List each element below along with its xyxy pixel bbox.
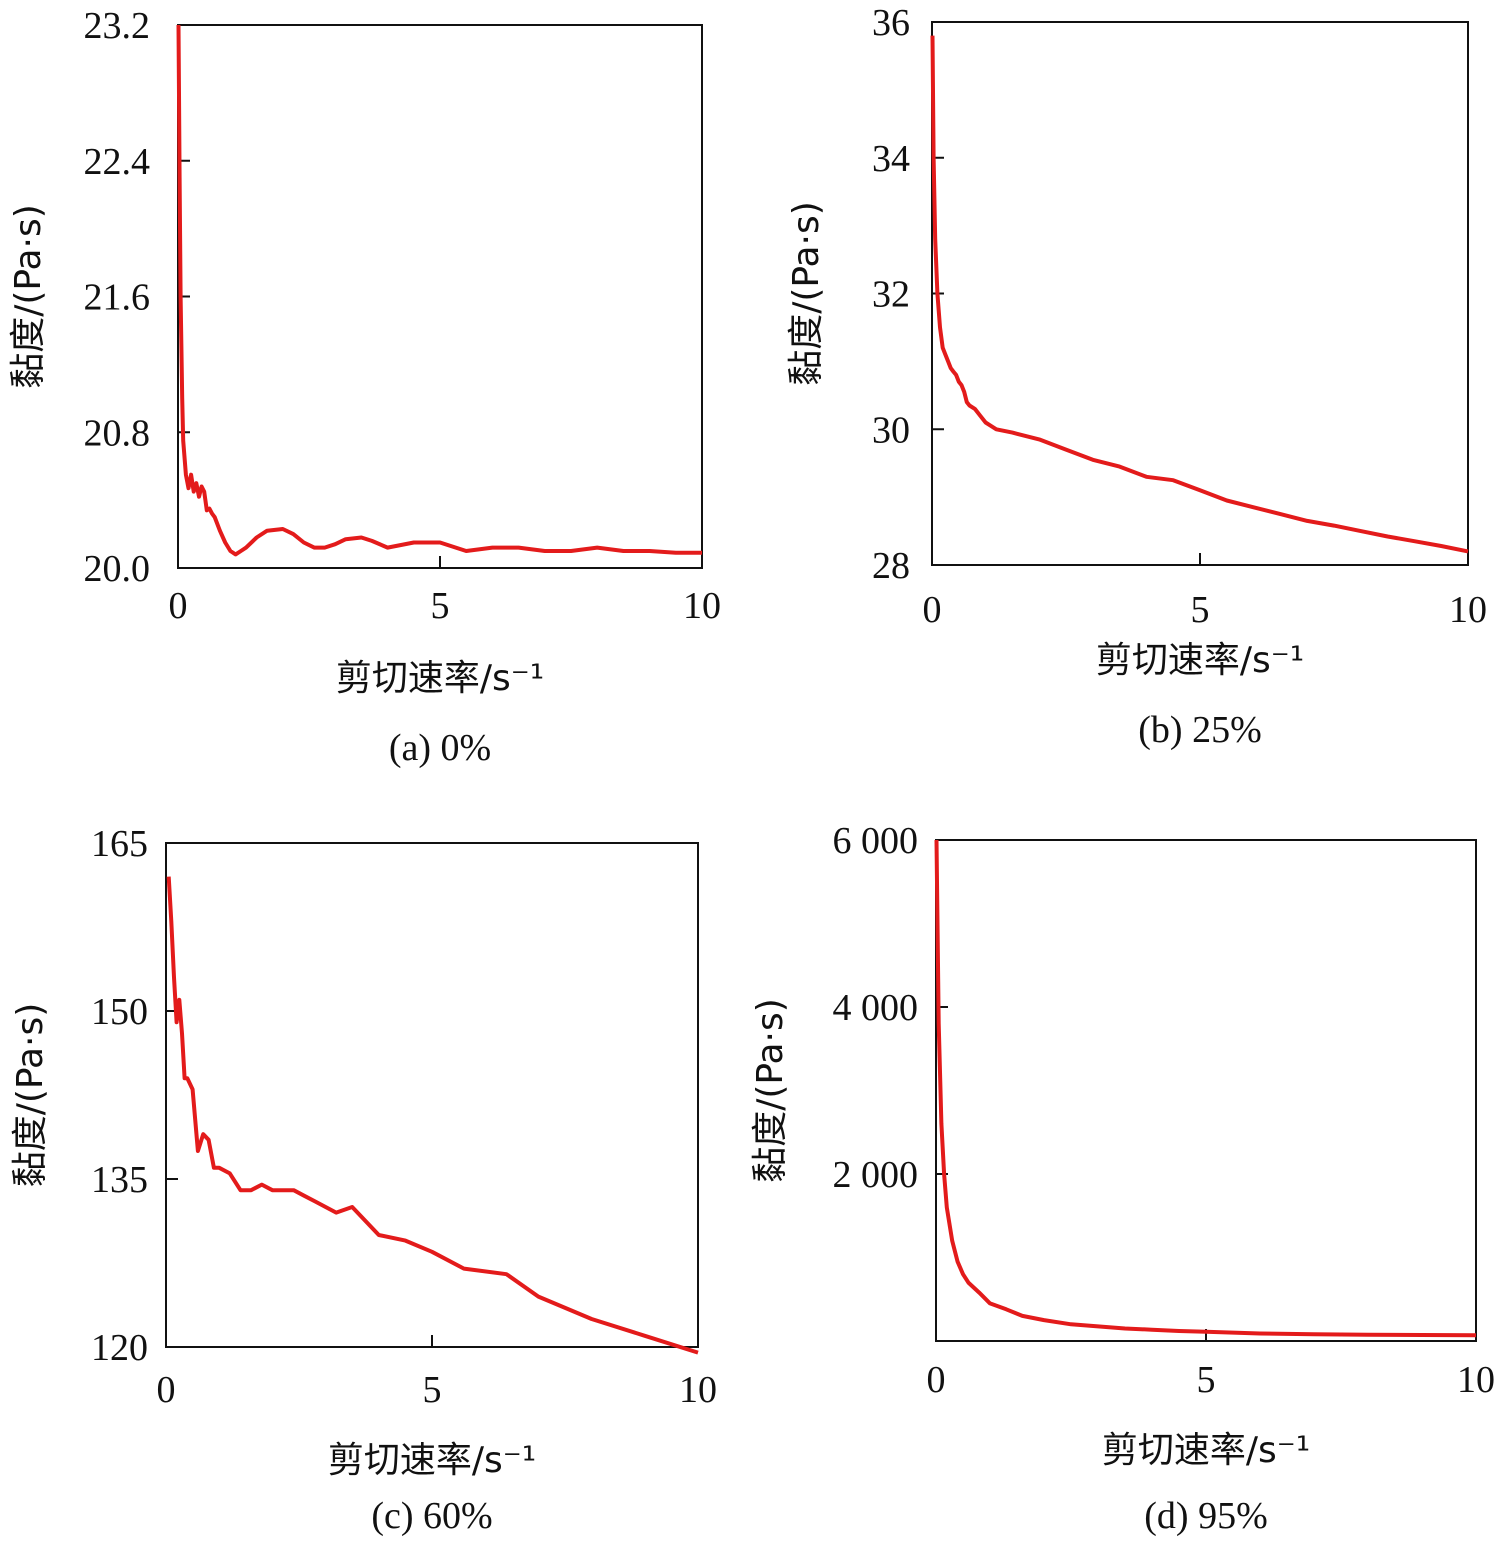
- plot-frame-a: [177, 24, 703, 569]
- y-tick-label-b: 30: [872, 409, 910, 451]
- x-tick-label-d: 5: [1197, 1359, 1216, 1401]
- x-tick-label-b: 5: [1191, 589, 1210, 631]
- y-tick-label-a: 21.6: [84, 277, 151, 319]
- y-axis-label-c: 黏度/(Pa·s): [10, 1003, 51, 1188]
- x-axis-label-b: 剪切速率/s⁻¹: [1096, 640, 1304, 681]
- x-axis-label-c: 剪切速率/s⁻¹: [328, 1440, 536, 1481]
- chart-a-svg: 0 5 10 20.0 20.8 21.6 22.4 23.2 剪切速率/s⁻¹ 黏度/(Pa·s…: [8, 5, 721, 769]
- x-tick-label-d: 0: [927, 1359, 946, 1401]
- viscosity-line-b: [930, 35, 1469, 554]
- y-tick-label-b: 28: [872, 545, 910, 587]
- y-tick-label-a: 23.2: [84, 5, 151, 47]
- x-tick-label-b: 10: [1449, 589, 1487, 631]
- y-tick-label-b: 36: [872, 2, 910, 44]
- plot-frame-d: [935, 839, 1477, 1342]
- y-tick-label-c: 165: [91, 823, 148, 865]
- y-axis-label-d: 黏度/(Pa·s): [750, 998, 791, 1183]
- viscosity-line-c: [166, 876, 699, 1355]
- x-axis-label-d: 剪切速率/s⁻¹: [1102, 1430, 1310, 1471]
- y-tick-label-c: 120: [91, 1327, 148, 1369]
- y-axis-label-b: 黏度/(Pa·s): [786, 201, 827, 386]
- x-tick-label-b: 0: [923, 589, 942, 631]
- x-tick-label-a: 5: [431, 585, 450, 627]
- y-tick-label-b: 34: [872, 138, 910, 180]
- y-tick-label-d: 6 000: [833, 820, 919, 862]
- x-tick-label-c: 10: [679, 1369, 717, 1411]
- chart-b-svg: 0 5 10 28 30 32 34 36 剪切速率/s⁻¹ 黏度/(Pa·s) (b) 25%: [786, 2, 1487, 751]
- y-tick-label-c: 150: [91, 991, 148, 1033]
- panel-caption-d: (d) 95%: [1144, 1495, 1267, 1537]
- y-tick-label-a: 20.0: [84, 548, 151, 590]
- y-tick-label-b: 32: [872, 274, 910, 316]
- y-tick-label-d: 4 000: [833, 987, 919, 1029]
- y-axis-label-a: 黏度/(Pa·s): [8, 204, 49, 389]
- y-tick-label-a: 22.4: [84, 141, 151, 183]
- y-tick-label-d: 2 000: [833, 1154, 919, 1196]
- x-tick-label-c: 0: [157, 1369, 176, 1411]
- x-axis-label-a: 剪切速率/s⁻¹: [336, 658, 544, 699]
- chart-panel-c: 0 5 10 120 135 150 165 剪切速率/s⁻¹ 黏度/(Pa·s) (c) 60%: [0, 810, 760, 1543]
- plot-frame-c: [165, 842, 699, 1348]
- chart-c-svg: 0 5 10 120 135 150 165 剪切速率/s⁻¹ 黏度/(Pa·s) (c) 60%: [10, 823, 717, 1537]
- panel-caption-c: (c) 60%: [371, 1495, 492, 1537]
- panel-caption-b: (b) 25%: [1138, 709, 1261, 751]
- chart-panel-d: 0 5 10 2 000 4 000 6 000 剪切速率/s⁻¹ 黏度/(Pa·s) (d) …: [750, 810, 1500, 1543]
- x-tick-label-a: 10: [683, 585, 721, 627]
- chart-panel-a: 0 5 10 20.0 20.8 21.6 22.4 23.2 剪切速率/s⁻¹ 黏度/(Pa·s…: [0, 0, 760, 790]
- chart-panel-b: 0 5 10 28 30 32 34 36 剪切速率/s⁻¹ 黏度/(Pa·s) (b) 25%: [760, 0, 1500, 790]
- x-tick-label-c: 5: [423, 1369, 442, 1411]
- plot-frame-b: [931, 21, 1469, 566]
- panel-caption-a: (a) 0%: [389, 727, 491, 769]
- viscosity-line-a: [176, 24, 702, 557]
- x-tick-label-a: 0: [169, 585, 188, 627]
- viscosity-line-d: [934, 839, 1477, 1338]
- x-tick-label-d: 10: [1457, 1359, 1495, 1401]
- y-tick-label-c: 135: [91, 1159, 148, 1201]
- chart-d-svg: 0 5 10 2 000 4 000 6 000 剪切速率/s⁻¹ 黏度/(Pa·s) (d) …: [750, 820, 1495, 1537]
- y-tick-label-a: 20.8: [84, 412, 151, 454]
